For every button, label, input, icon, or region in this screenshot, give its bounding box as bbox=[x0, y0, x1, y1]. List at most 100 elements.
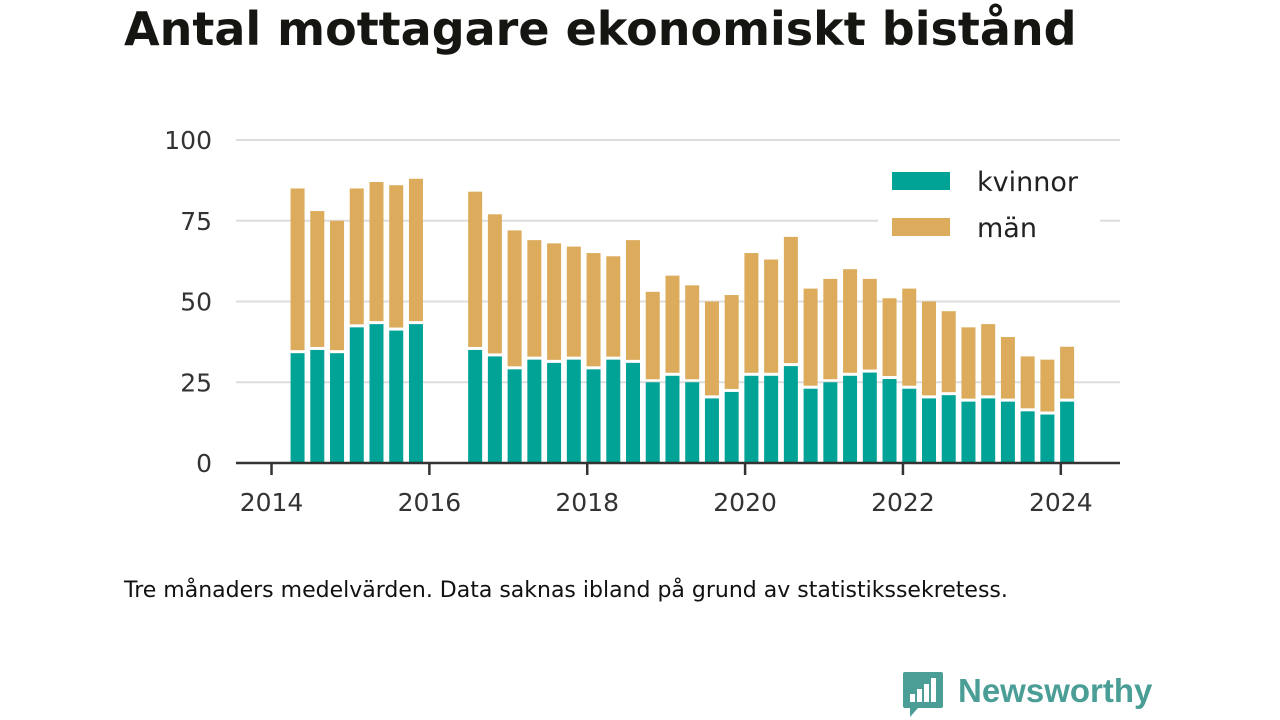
chart-title: Antal mottagare ekonomiskt bistånd bbox=[124, 2, 1077, 56]
bar-man bbox=[566, 246, 581, 357]
bar-kvinnor bbox=[310, 349, 325, 463]
bar-man bbox=[527, 240, 542, 357]
bar-kvinnor bbox=[764, 375, 779, 463]
bar-man bbox=[665, 275, 680, 373]
y-tick-label: 100 bbox=[164, 126, 212, 155]
y-axis: 0 25 50 75 100 bbox=[164, 126, 212, 478]
bar-man bbox=[1060, 346, 1075, 399]
y-tick-label: 25 bbox=[180, 368, 212, 397]
bar-kvinnor bbox=[1040, 414, 1055, 463]
bar-man bbox=[862, 278, 877, 370]
bar-man bbox=[941, 311, 956, 393]
bar-kvinnor bbox=[586, 369, 601, 463]
x-tick-label: 2014 bbox=[240, 488, 304, 517]
y-tick-label: 50 bbox=[180, 288, 212, 317]
bar-kvinnor bbox=[645, 382, 660, 463]
bar-kvinnor bbox=[704, 398, 719, 463]
bar-kvinnor bbox=[941, 395, 956, 463]
bar-man bbox=[310, 211, 325, 347]
bar-man bbox=[507, 230, 522, 367]
bar-kvinnor bbox=[606, 359, 621, 463]
bar-man bbox=[843, 269, 858, 373]
bar-man bbox=[290, 188, 305, 351]
y-tick-label: 75 bbox=[180, 207, 212, 236]
bar-series bbox=[290, 178, 1075, 463]
bar-kvinnor bbox=[566, 359, 581, 463]
bar-man bbox=[783, 236, 798, 364]
bar-kvinnor bbox=[349, 327, 364, 463]
chart-area: 0 25 50 75 100 2014 2016 2018 2020 2022 2024 kvin… bbox=[164, 126, 1120, 517]
y-tick-label: 0 bbox=[196, 449, 212, 478]
bar-man bbox=[902, 288, 917, 386]
bar-man bbox=[626, 240, 641, 360]
legend-label-kvinnor: kvinnor bbox=[977, 167, 1079, 198]
bar-kvinnor bbox=[468, 349, 483, 463]
bar-man bbox=[981, 324, 996, 396]
bar-man bbox=[389, 185, 404, 328]
bar-kvinnor bbox=[744, 375, 759, 463]
bar-kvinnor bbox=[823, 382, 838, 463]
bar-man bbox=[764, 259, 779, 373]
legend: kvinnor män bbox=[878, 160, 1100, 248]
bar-kvinnor bbox=[902, 388, 917, 463]
bar-man bbox=[921, 301, 936, 396]
bar-man bbox=[369, 181, 384, 322]
bar-kvinnor bbox=[803, 388, 818, 463]
bar-kvinnor bbox=[408, 324, 423, 463]
bar-man bbox=[645, 291, 660, 380]
bar-man bbox=[882, 298, 897, 377]
bar-kvinnor bbox=[290, 353, 305, 463]
bar-man bbox=[704, 301, 719, 396]
bar-kvinnor bbox=[724, 391, 739, 463]
bar-kvinnor bbox=[685, 382, 700, 463]
legend-swatch-man bbox=[892, 218, 950, 236]
bar-kvinnor bbox=[1000, 401, 1015, 463]
bar-kvinnor bbox=[783, 366, 798, 463]
x-tick-label: 2022 bbox=[871, 488, 935, 517]
bar-man bbox=[685, 285, 700, 380]
bar-chart-speech-bubble-icon bbox=[903, 672, 943, 717]
bar-kvinnor bbox=[921, 398, 936, 463]
brand-logo: Newsworthy bbox=[902, 668, 1172, 717]
x-tick-label: 2016 bbox=[398, 488, 462, 517]
bar-kvinnor bbox=[487, 356, 502, 463]
bar-man bbox=[1040, 359, 1055, 412]
x-tick-label: 2020 bbox=[713, 488, 777, 517]
bar-man bbox=[330, 220, 345, 351]
bar-man bbox=[1000, 337, 1015, 399]
bar-man bbox=[823, 278, 838, 380]
bar-kvinnor bbox=[389, 330, 404, 463]
bar-kvinnor bbox=[961, 401, 976, 463]
bar-kvinnor bbox=[665, 375, 680, 463]
bar-kvinnor bbox=[882, 379, 897, 463]
legend-swatch-kvinnor bbox=[892, 172, 950, 190]
bar-kvinnor bbox=[527, 359, 542, 463]
bar-kvinnor bbox=[507, 369, 522, 463]
legend-label-man: män bbox=[977, 213, 1037, 244]
bar-kvinnor bbox=[330, 353, 345, 463]
bar-man bbox=[744, 253, 759, 373]
x-tick-label: 2018 bbox=[555, 488, 619, 517]
bar-man bbox=[724, 295, 739, 389]
bar-man bbox=[803, 288, 818, 386]
bar-kvinnor bbox=[626, 362, 641, 463]
bar-kvinnor bbox=[843, 375, 858, 463]
x-axis: 2014 2016 2018 2020 2022 2024 bbox=[236, 461, 1120, 517]
bar-kvinnor bbox=[862, 372, 877, 463]
brand-name: Newsworthy bbox=[958, 672, 1153, 709]
x-tick-label: 2024 bbox=[1029, 488, 1093, 517]
footnote: Tre månaders medelvärden. Data saknas ib… bbox=[124, 578, 1008, 603]
bar-man bbox=[1020, 356, 1035, 409]
bar-man bbox=[606, 256, 621, 357]
bar-man bbox=[961, 327, 976, 399]
bar-kvinnor bbox=[369, 324, 384, 463]
bar-man bbox=[349, 188, 364, 325]
bar-man bbox=[547, 243, 562, 360]
bar-kvinnor bbox=[547, 362, 562, 463]
bar-man bbox=[487, 214, 502, 354]
bar-kvinnor bbox=[981, 398, 996, 463]
bar-man bbox=[586, 253, 601, 367]
bar-man bbox=[468, 191, 483, 347]
bar-man bbox=[408, 178, 423, 322]
bar-kvinnor bbox=[1020, 411, 1035, 463]
